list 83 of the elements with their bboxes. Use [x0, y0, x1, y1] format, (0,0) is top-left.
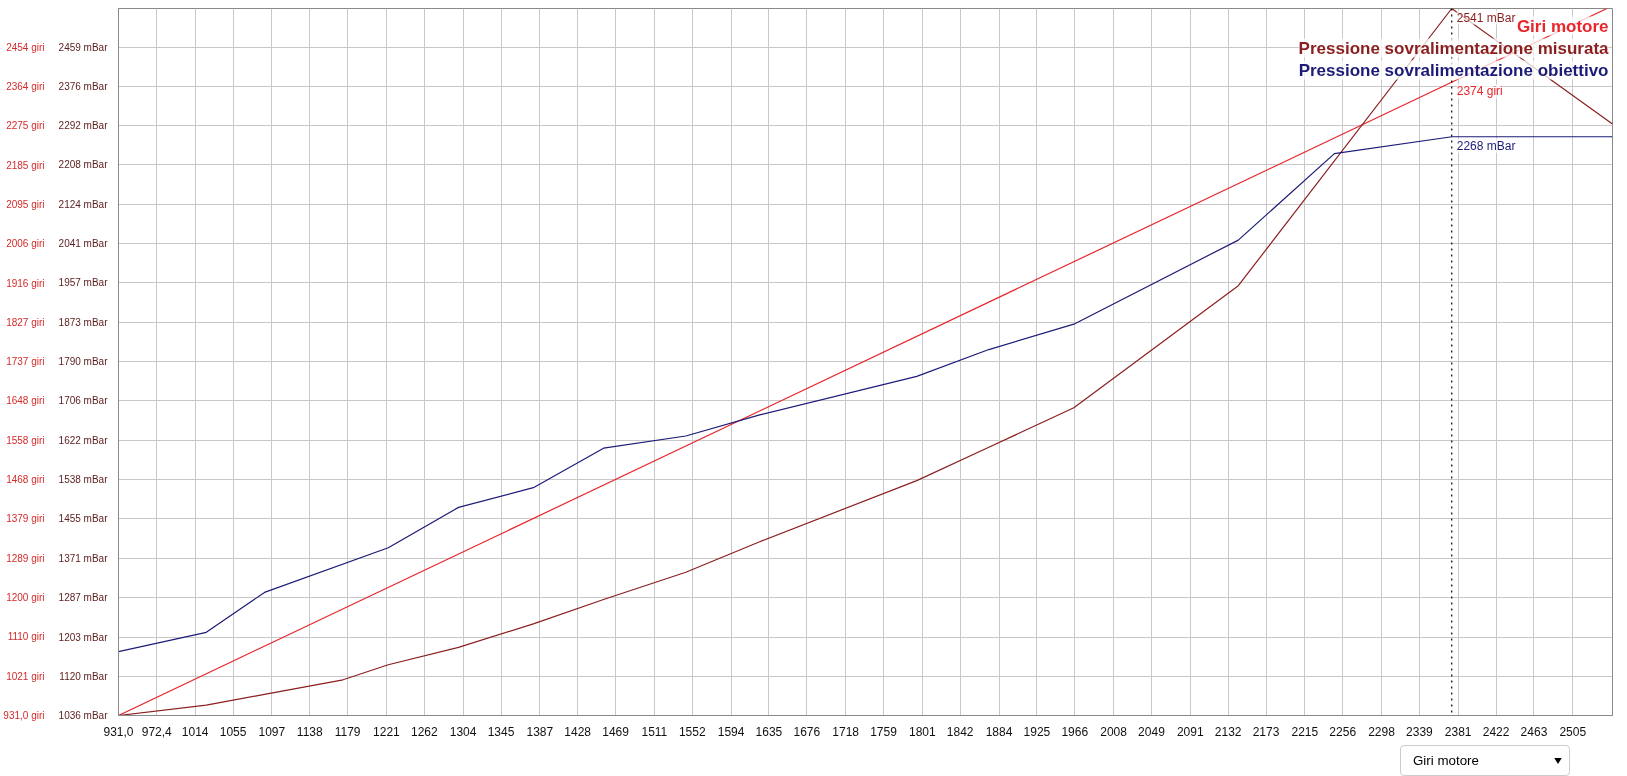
y2-tick-label: 1916 giri [6, 277, 45, 289]
x-tick-label: 1966 [1061, 724, 1089, 739]
series-label: Pressione sovralimentazione misurata [1298, 38, 1610, 58]
x-tick-label: 2091 [1176, 724, 1204, 739]
x-tick-label: 2463 [1520, 724, 1548, 739]
x-tick-label: 1718 [832, 724, 860, 739]
x-tick-label: 1428 [564, 724, 592, 739]
y-tick-label: 1120 mBar [59, 670, 109, 682]
y2-tick-label: 2185 giri [6, 159, 45, 171]
x-tick-label: 1387 [526, 724, 554, 739]
y2-tick-label: 1200 giri [6, 591, 45, 603]
y2-tick-label: 1737 giri [6, 356, 45, 368]
x-tick-label: 1801 [908, 724, 936, 739]
x-tick-label: 1221 [373, 724, 401, 739]
x-tick-label: 972,4 [141, 724, 173, 739]
y-tick-label: 1455 mBar [58, 513, 109, 525]
x-tick-label: 2215 [1291, 724, 1319, 739]
x-tick-label: 1676 [793, 724, 821, 739]
y-tick-label: 1790 mBar [58, 355, 109, 367]
y2-tick-label: 1648 giri [6, 395, 45, 407]
x-tick-label: 2298 [1368, 724, 1396, 739]
annotation: 2541 mBar [1456, 10, 1516, 25]
y-tick-label: 1706 mBar [58, 395, 109, 407]
y-tick-label: 1203 mBar [58, 631, 109, 643]
annotation: 2268 mBar [1456, 138, 1516, 153]
x-tick-label: 1014 [181, 724, 209, 739]
y-tick-label: 1957 mBar [58, 277, 109, 289]
y2-tick-label: 1468 giri [6, 474, 45, 486]
x-tick-label: 1097 [258, 724, 286, 739]
x-tick-label: 1345 [487, 724, 515, 739]
x-tick-label: 1138 [296, 724, 323, 739]
x-tick-label: 1262 [410, 724, 438, 739]
y-tick-label: 2292 mBar [58, 119, 109, 131]
y2-tick-label: 2364 giri [6, 81, 45, 93]
x-tick-label: 931,0 [103, 724, 134, 739]
y-tick-label: 1036 mBar [58, 710, 109, 721]
y2-tick-label: 2275 giri [6, 120, 45, 132]
y2-tick-label: 2006 giri [6, 238, 45, 250]
y2-tick-label: 1021 giri [6, 670, 45, 682]
x-tick-label: 2008 [1100, 724, 1128, 739]
y-tick-label: 1371 mBar [58, 552, 109, 564]
y-tick-label: 1538 mBar [58, 474, 109, 486]
x-tick-label: 2339 [1406, 724, 1434, 739]
y2-tick-label: 1558 giri [6, 434, 45, 446]
y-tick-label: 2376 mBar [58, 80, 109, 92]
x-tick-label: 2173 [1252, 724, 1280, 739]
x-tick-label: 1842 [946, 724, 974, 739]
y2-tick-label: 2454 giri [6, 41, 45, 53]
y-tick-label: 2208 mBar [58, 159, 109, 171]
x-tick-label: 1179 [334, 724, 361, 739]
y2-tick-label: 1289 giri [6, 552, 45, 564]
y2-tick-label: 2095 giri [6, 199, 45, 211]
text: Giri motore [1400, 745, 1570, 776]
y2-tick-label: 931,0 giri [3, 710, 45, 721]
x-tick-label: 1635 [755, 724, 783, 739]
x-tick-label: 2505 [1559, 724, 1587, 739]
y-tick-label: 2041 mBar [58, 237, 109, 249]
y-tick-label: 2124 mBar [58, 198, 109, 210]
x-tick-label: 1759 [870, 724, 898, 739]
x-tick-label: 2256 [1329, 724, 1357, 739]
x-tick-label: 1884 [985, 724, 1013, 739]
y-tick-label: 1873 mBar [58, 316, 109, 328]
annotation: 2374 giri [1456, 84, 1503, 99]
y2-tick-label: 1379 giri [6, 513, 45, 525]
y2-tick-label: 1110 giri [7, 631, 45, 643]
x-tick-label: 2132 [1214, 724, 1242, 739]
y-tick-label: 1287 mBar [58, 592, 109, 604]
line-series [118, 136, 1613, 653]
x-tick-label: 1511 [641, 724, 668, 739]
x-tick-label: 1552 [678, 724, 706, 739]
x-tick-label: 2049 [1138, 724, 1166, 739]
x-tick-label: 1594 [717, 724, 745, 739]
x-tick-label: 2422 [1482, 724, 1510, 739]
series-label: Giri motore [1516, 16, 1609, 36]
y-tick-label: 2459 mBar [58, 41, 109, 53]
x-tick-label: 1055 [219, 724, 247, 739]
x-tick-label: 1469 [602, 724, 630, 739]
x-tick-label: 1304 [449, 724, 477, 739]
text: Pressione sovralimentazione obiettivo [1298, 60, 1609, 80]
x-tick-label: 2381 [1444, 724, 1472, 739]
y2-tick-label: 1827 giri [6, 316, 45, 328]
y-tick-label: 1622 mBar [58, 434, 109, 446]
x-tick-label: 1925 [1023, 724, 1051, 739]
